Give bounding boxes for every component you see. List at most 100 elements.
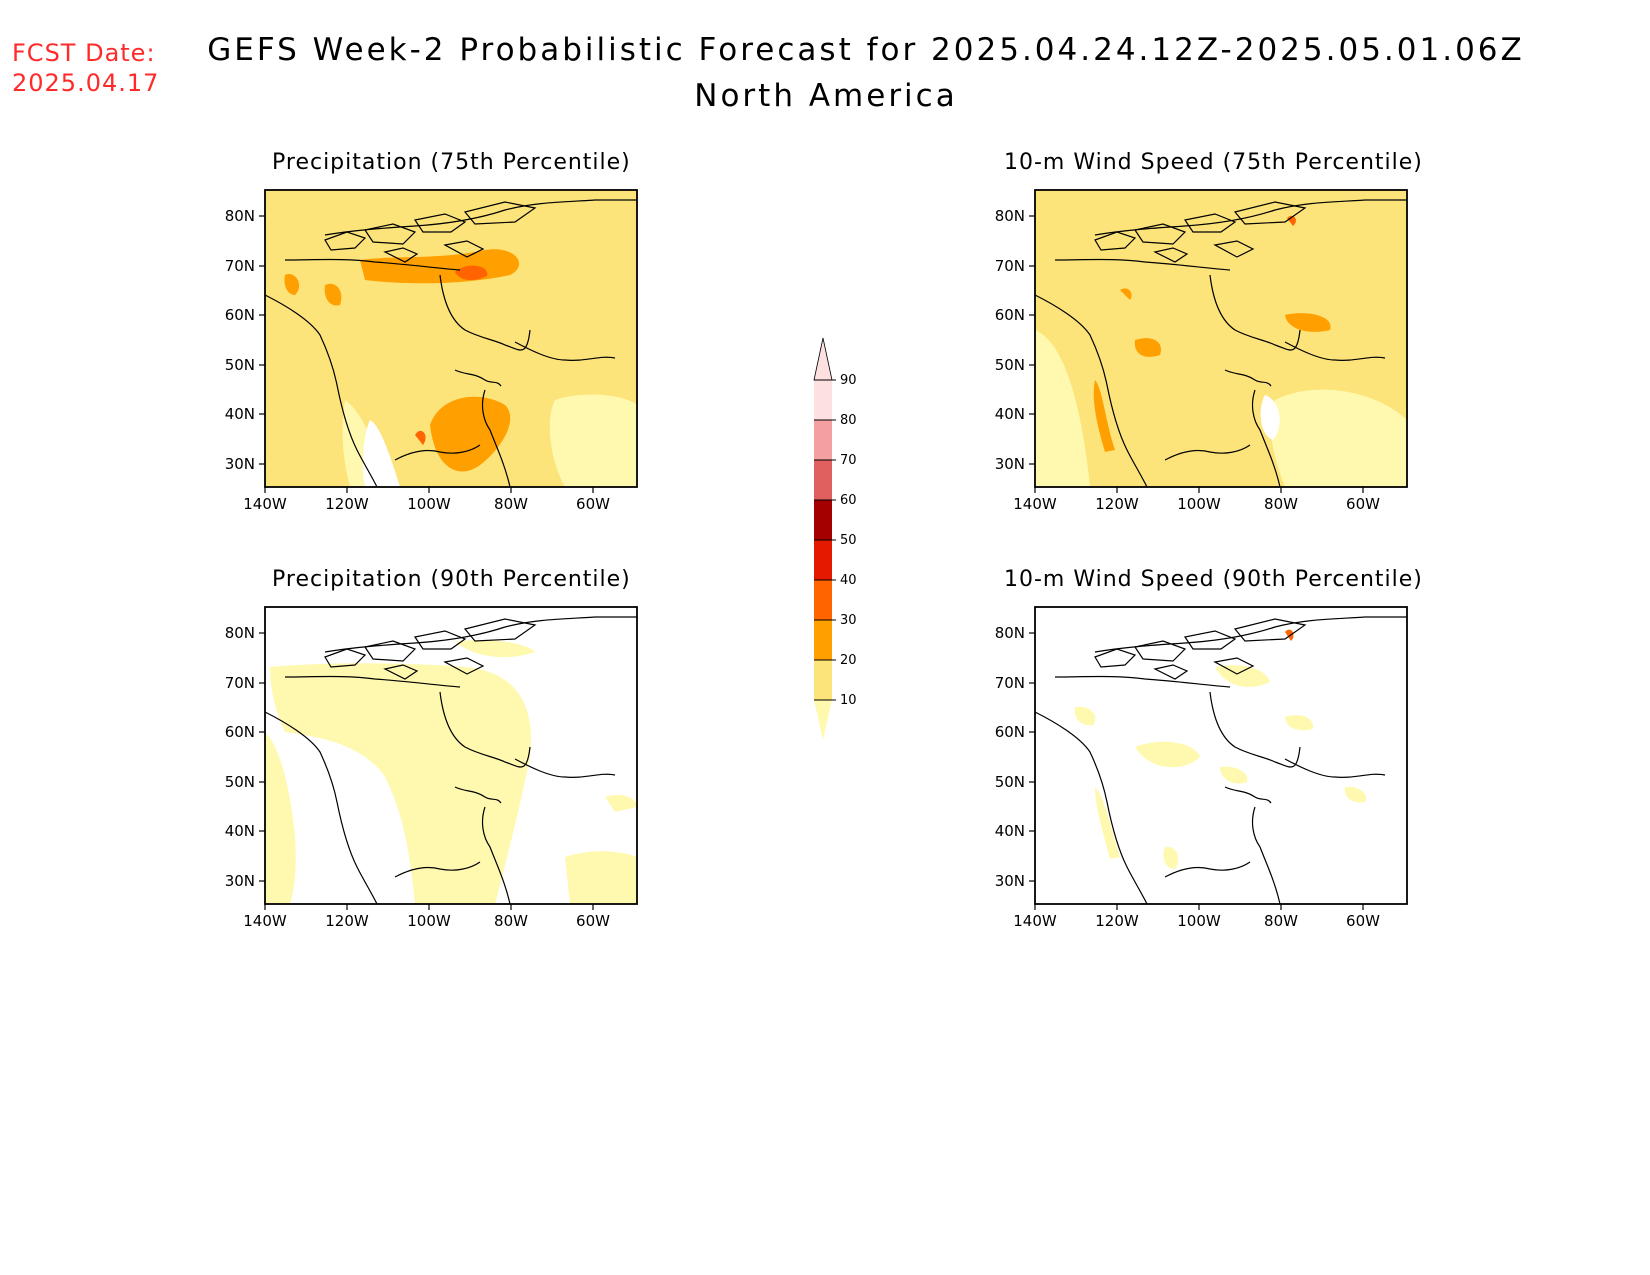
map-field <box>1035 190 1407 487</box>
lon-tick-label: 60W <box>576 912 610 930</box>
island-outline <box>1094 231 1137 251</box>
probability-region <box>1260 395 1280 440</box>
lat-tick-label: 60N <box>995 306 1025 324</box>
lat-tick-label: 70N <box>225 674 255 692</box>
colorbar-label: 40 <box>840 573 857 588</box>
coastline <box>1251 389 1281 487</box>
colorbar-label: 90 <box>840 373 857 388</box>
probability-region <box>362 420 400 487</box>
map-field <box>265 190 637 487</box>
map-precip75: 80N 70N 60N 50N 40N 30N 140W 120W 100W 80W 60W <box>225 189 638 513</box>
probability-region <box>1093 380 1115 452</box>
island-outline <box>1213 657 1255 675</box>
coastline <box>454 786 502 804</box>
colorbar-segment <box>814 380 832 420</box>
probability-region <box>1074 706 1096 726</box>
map-field <box>1035 607 1407 904</box>
island-outline <box>443 240 485 258</box>
lat-tick-label: 70N <box>995 257 1025 275</box>
lon-tick-label: 60W <box>1346 495 1380 513</box>
island-outline <box>1094 648 1137 668</box>
lon-tick-label: 120W <box>325 495 369 513</box>
lon-tick-label: 80W <box>494 495 528 513</box>
coastline <box>1164 444 1251 461</box>
probability-region <box>455 640 535 658</box>
probability-region <box>1285 313 1331 332</box>
colorbar-segment <box>814 580 832 620</box>
coastline <box>394 444 481 461</box>
colorbar-top-cap <box>813 337 833 381</box>
island-outline <box>463 618 537 642</box>
probability-region <box>1035 330 1090 487</box>
island-outline <box>463 201 537 225</box>
coastline <box>439 691 531 768</box>
map-frame <box>1034 189 1408 488</box>
island-outline <box>383 664 419 680</box>
lat-tick-label: 50N <box>995 773 1025 791</box>
fcst-date: 2025.04.17 <box>12 69 160 97</box>
probability-region <box>324 283 342 306</box>
colorbar-segment <box>814 500 832 540</box>
coastline <box>1054 258 1231 271</box>
probability-region <box>265 732 296 904</box>
probability-region <box>284 274 300 295</box>
lon-tick-label: 80W <box>494 912 528 930</box>
colorbar-label: 30 <box>840 613 857 628</box>
probability-region <box>1270 389 1407 487</box>
panel-title-wind75: 10-m Wind Speed (75th Percentile) <box>1004 150 1423 175</box>
colorbar-bottom-cap <box>814 700 832 740</box>
colorbar-segment <box>814 620 832 660</box>
island-outline <box>443 657 485 675</box>
coastline <box>454 369 502 387</box>
map-frame <box>1034 606 1408 905</box>
island-outline <box>1184 630 1237 650</box>
coastline <box>324 199 637 236</box>
coastline <box>1035 711 1148 904</box>
lon-tick-label: 100W <box>407 495 451 513</box>
lon-tick-label: 80W <box>1264 495 1298 513</box>
panel-title-precip75: Precipitation (75th Percentile) <box>272 150 631 175</box>
probability-region <box>565 851 637 904</box>
coastline <box>481 806 511 904</box>
lon-tick-label: 140W <box>1013 495 1057 513</box>
coastline <box>1251 806 1281 904</box>
probability-region <box>1220 766 1248 784</box>
coastline <box>1054 675 1231 688</box>
island-outline <box>324 231 367 251</box>
lat-tick-label: 70N <box>995 674 1025 692</box>
island-outline <box>1153 664 1189 680</box>
map-wind90: 80N 70N 60N 50N 40N 30N 140W 120W 100W 80W 60W <box>995 606 1408 930</box>
colorbar-label: 50 <box>840 533 857 548</box>
coastline <box>265 294 378 487</box>
island-outline <box>383 247 419 263</box>
map-precip90: 80N 70N 60N 50N 40N 30N 140W 120W 100W 80W 60W <box>225 606 638 930</box>
coastline <box>1164 861 1251 878</box>
fcst-label: FCST Date: <box>12 39 156 67</box>
probability-region <box>455 265 488 281</box>
lat-tick-label: 50N <box>225 356 255 374</box>
probability-region <box>415 430 426 445</box>
colorbar-segment <box>814 660 832 700</box>
colorbar-label: 80 <box>840 413 857 428</box>
coastline <box>265 711 378 904</box>
island-outline <box>414 630 467 650</box>
island-outline <box>1134 640 1187 662</box>
field-background <box>1035 607 1407 904</box>
lon-tick-label: 60W <box>576 495 610 513</box>
lon-tick-label: 120W <box>1095 495 1139 513</box>
page-subtitle: North America <box>694 78 958 114</box>
coastline <box>1224 369 1272 387</box>
island-outline <box>1153 247 1189 263</box>
colorbar: 10 20 30 40 50 60 70 80 90 <box>813 337 857 740</box>
coastline <box>1224 786 1272 804</box>
island-outline <box>364 640 417 662</box>
colorbar-segment <box>814 540 832 580</box>
probability-region <box>1344 786 1367 803</box>
lon-tick-label: 140W <box>1013 912 1057 930</box>
island-outline <box>324 648 367 668</box>
lat-tick-label: 60N <box>225 306 255 324</box>
lon-tick-label: 100W <box>1177 495 1221 513</box>
lon-tick-label: 60W <box>1346 912 1380 930</box>
map-frame <box>264 606 638 905</box>
colorbar-label: 10 <box>840 693 857 708</box>
